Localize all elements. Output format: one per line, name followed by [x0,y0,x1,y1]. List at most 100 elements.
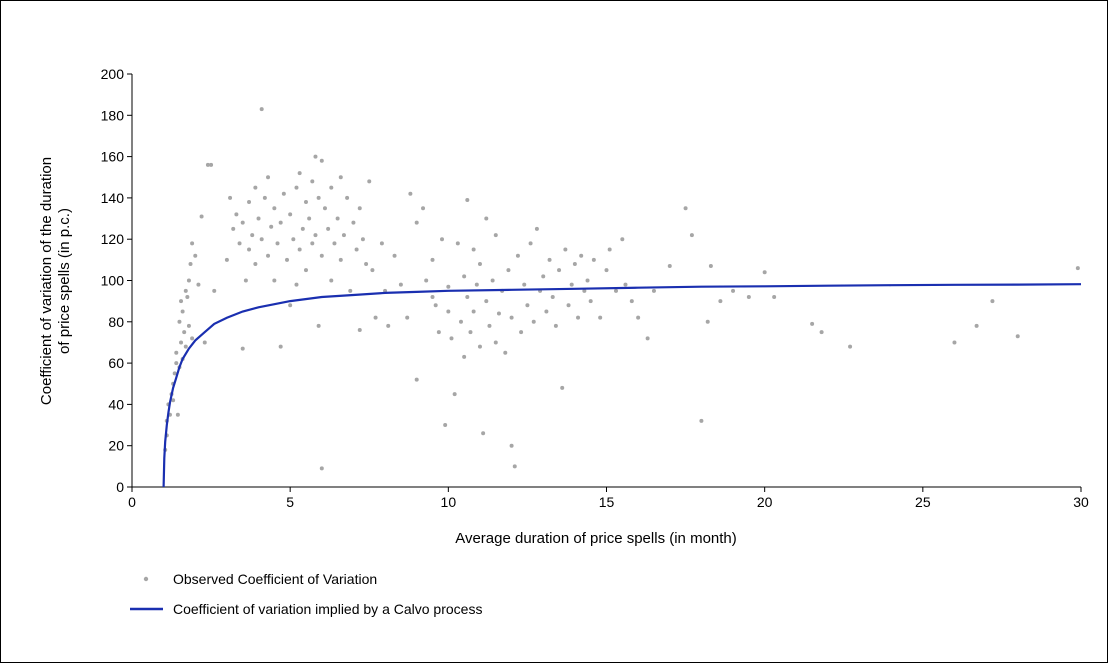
data-point [329,278,334,283]
data-point [522,282,527,287]
data-point [338,175,343,180]
data-point [186,323,191,328]
data-point [367,179,372,184]
data-point [509,443,514,448]
data-point [392,253,397,258]
data-point [544,309,549,314]
data-point [446,309,451,314]
data-point [689,233,694,238]
data-point [175,412,180,417]
data-point [762,270,767,275]
data-point [414,220,419,225]
calvo-series-line [162,283,1082,488]
data-point [455,241,460,246]
data-point [269,224,274,229]
data-point [651,288,656,293]
data-point [237,241,242,246]
data-point [278,220,283,225]
data-point [183,344,188,349]
data-point [272,278,277,283]
data-point [341,233,346,238]
data-point [193,253,198,258]
data-point [231,226,236,231]
x-tick-label: 10 [441,494,457,510]
data-point [247,200,252,205]
data-point [487,323,492,328]
data-point [477,261,482,266]
x-axis-title: Average duration of price spells (in mon… [455,530,737,547]
y-tick-label: 20 [108,438,124,454]
data-point [430,295,435,300]
data-point [443,423,448,428]
data-point [185,295,190,300]
data-point [484,216,489,221]
data-point [414,377,419,382]
y-tick-label: 60 [108,355,124,371]
data-point [848,344,853,349]
data-point [183,288,188,293]
data-point [481,431,486,436]
data-point [519,330,524,335]
data-point [525,303,530,308]
data-point [262,195,267,200]
data-point [408,191,413,196]
data-point [179,340,184,345]
data-point [452,392,457,397]
data-point [1015,334,1020,339]
data-point [373,315,378,320]
data-point [490,278,495,283]
data-point [465,197,470,202]
data-point [300,226,305,231]
data-point [335,216,340,221]
y-tick-label: 180 [101,107,125,123]
data-point [250,233,255,238]
data-point [974,323,979,328]
data-point [209,162,214,167]
data-point [515,253,520,258]
data-point [288,303,293,308]
data-point [598,315,603,320]
data-point [303,268,308,273]
y-axis-ticks: 0 20 40 60 80 100 120 140 160 180 200 [101,66,132,495]
data-point [541,274,546,279]
data-point [477,344,482,349]
data-point [190,336,195,341]
data-point [291,237,296,242]
data-point [405,315,410,320]
data-point [370,268,375,273]
data-point [307,216,312,221]
data-point [319,253,324,258]
data-point [364,261,369,266]
data-point [613,288,618,293]
data-point [458,319,463,324]
data-point [357,328,362,333]
data-point [186,278,191,283]
data-point [705,319,710,324]
y-axis-title-line-1: Coefficient of variation of the duration [38,157,55,405]
data-point [272,206,277,211]
data-point [379,241,384,246]
data-point [247,247,252,252]
data-point [636,315,641,320]
data-point [708,264,713,269]
y-tick-label: 120 [101,231,125,247]
data-point [310,179,315,184]
data-point [386,323,391,328]
y-tick-label: 80 [108,314,124,330]
data-point [319,158,324,163]
y-tick-label: 100 [101,273,125,289]
data-point [202,340,207,345]
data-point [718,299,723,304]
data-point [266,175,271,180]
legend-label-calvo: Coefficient of variation implied by a Ca… [173,601,482,617]
legend-label-observed: Observed Coefficient of Variation [173,571,377,587]
data-point [212,288,217,293]
data-point [462,274,467,279]
data-point [243,278,248,283]
y-tick-label: 0 [116,479,124,495]
data-point [179,299,184,304]
data-point [557,268,562,273]
data-point [746,295,751,300]
